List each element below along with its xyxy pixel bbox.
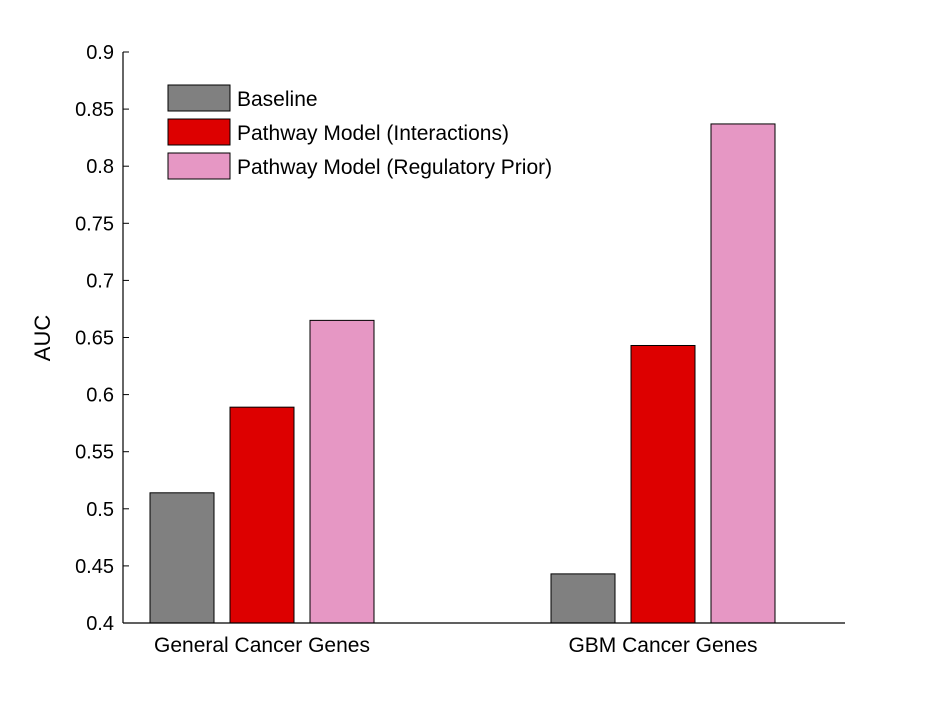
bar-1-1 <box>149 492 215 624</box>
y-axis-title: AUC <box>30 315 55 362</box>
bar-3-1 <box>309 319 375 624</box>
y-tick-label: 0.6 <box>86 385 114 407</box>
y-tick-label: 0.5 <box>86 499 114 521</box>
bar-1-2 <box>550 573 616 624</box>
y-ticks: 0.4 0.45 0.5 0.55 0.6 0.65 0.7 0.75 0.8 0.85 0.9 <box>75 42 129 635</box>
y-tick-label: 0.4 <box>86 613 114 635</box>
legend: Baseline Pathway Model (Interactions) Path… <box>167 84 552 180</box>
legend-label: Pathway Model (Regulatory Prior) <box>237 156 552 179</box>
y-tick-label: 0.8 <box>86 156 114 178</box>
bar-2-1 <box>229 406 295 624</box>
legend-label: Pathway Model (Interactions) <box>237 122 509 145</box>
y-tick-label: 0.75 <box>75 213 114 235</box>
x-category-labels: General Cancer Genes GBM Cancer Genes <box>154 634 758 657</box>
bar-2-2 <box>630 344 696 624</box>
y-tick-label: 0.55 <box>75 442 114 464</box>
legend-swatch <box>167 84 231 112</box>
y-tick-label: 0.7 <box>86 270 114 292</box>
y-tick-label: 0.45 <box>75 556 114 578</box>
legend-swatch <box>167 152 231 180</box>
bars-layer <box>149 123 776 624</box>
bar-3-2 <box>710 123 776 624</box>
y-tick-label: 0.85 <box>75 99 114 121</box>
y-tick-label: 0.65 <box>75 328 114 350</box>
x-category-label: GBM Cancer Genes <box>568 634 757 657</box>
x-category-label: General Cancer Genes <box>154 634 370 657</box>
y-tick-label: 0.9 <box>86 42 114 64</box>
legend-label: Baseline <box>237 88 318 111</box>
legend-swatch <box>167 118 231 146</box>
